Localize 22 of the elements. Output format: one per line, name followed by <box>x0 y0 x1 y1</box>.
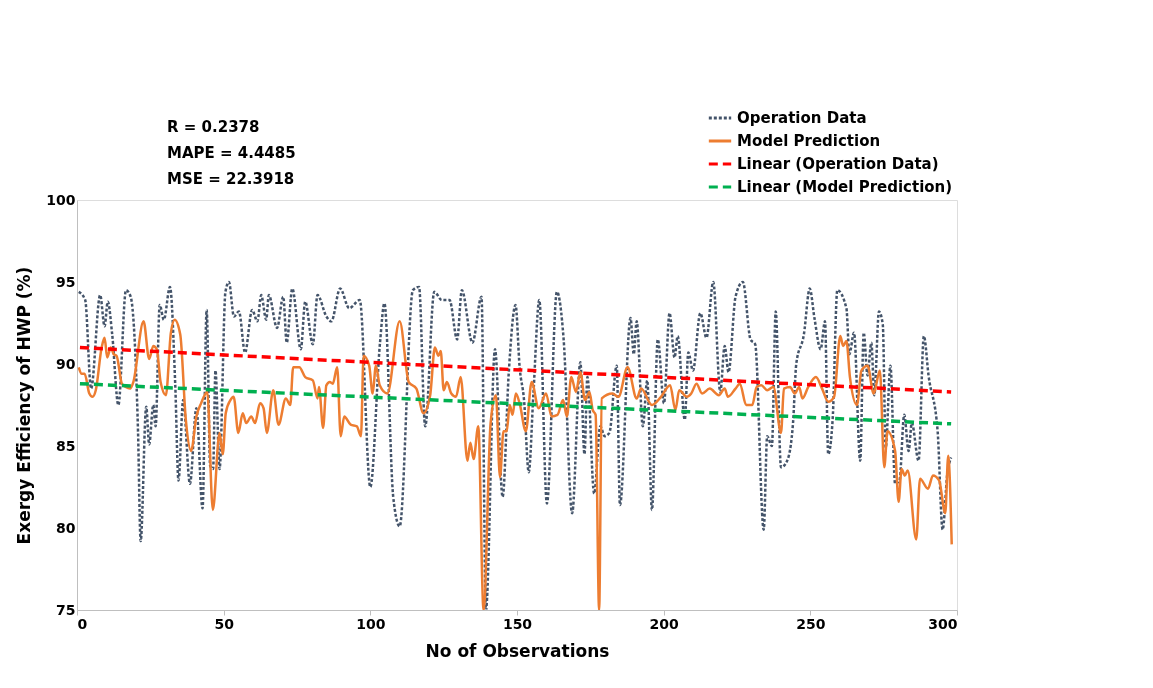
text: MAPE = 4.4485 <box>167 144 296 162</box>
legend-label: Operation Data <box>737 109 867 127</box>
y-tick-label: 75 <box>56 601 76 618</box>
y-tick-label: 80 <box>56 519 76 536</box>
y-tick-label: 100 <box>46 191 76 208</box>
x-tick-label: 50 <box>214 615 235 632</box>
text: R = 0.2378 <box>167 118 260 136</box>
x-tick-label: 100 <box>356 615 386 632</box>
x-tick-label: 200 <box>649 615 680 632</box>
x-axis-title: No of Observations <box>425 640 610 661</box>
x-tick-label: 0 <box>77 615 88 632</box>
x-tick-label: 300 <box>928 615 958 632</box>
x-tick-label: 150 <box>502 615 533 632</box>
y-tick-label: 95 <box>56 273 76 290</box>
y-axis-title: Exergy Efficiency of HWP (%) <box>14 266 35 545</box>
legend-label: Model Prediction <box>737 132 881 150</box>
y-tick-label: 85 <box>56 437 76 454</box>
legend-label: Linear (Model Prediction) <box>737 178 953 196</box>
x-tick-label: 250 <box>796 615 826 632</box>
y-tick-label: 90 <box>56 355 76 372</box>
legend-label: Linear (Operation Data) <box>737 155 939 173</box>
text: MSE = 22.3918 <box>167 170 295 188</box>
